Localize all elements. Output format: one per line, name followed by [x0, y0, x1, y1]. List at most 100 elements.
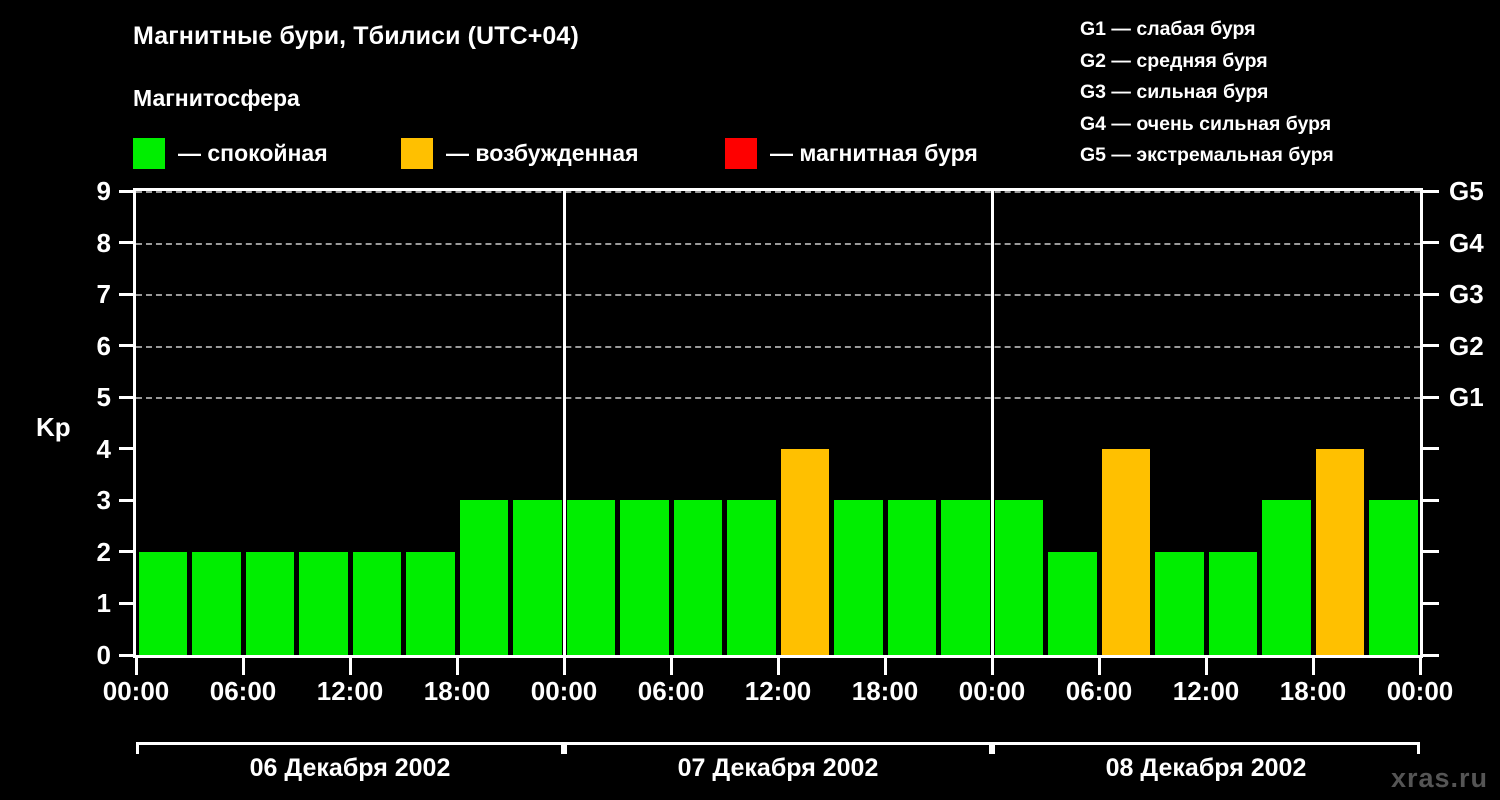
day-separator-2 — [990, 191, 994, 655]
bar — [1101, 448, 1150, 655]
bar — [834, 500, 883, 655]
x-tick-label-10: 12:00 — [1172, 676, 1240, 706]
legend-item-1: — возбужденная — [401, 135, 639, 171]
x-axis-line — [133, 655, 1423, 658]
bar — [673, 500, 722, 655]
g-axis-tick-0 — [1423, 653, 1439, 657]
red-square-icon — [725, 137, 757, 169]
day-separator-1 — [562, 191, 566, 655]
x-tick-label-6: 12:00 — [744, 676, 812, 706]
g-axis-tick-7 — [1423, 292, 1439, 296]
gridline-kp-6 — [136, 345, 1420, 348]
x-tick-mark-11 — [1311, 658, 1315, 675]
plot-frame — [133, 188, 1423, 655]
bar — [352, 551, 401, 655]
bar — [192, 551, 241, 655]
gridline-kp-7 — [136, 294, 1420, 297]
g-scale-row-3: G3 — сильная буря — [1080, 81, 1269, 103]
page-title: Магнитные бури, Тбилиси (UTC+04) — [133, 22, 579, 50]
green-square-icon — [133, 137, 165, 169]
x-tick-label-4: 00:00 — [530, 676, 598, 706]
bar — [1208, 551, 1257, 655]
day-brackets — [133, 742, 1423, 756]
y-tick-label-0: 0 — [96, 640, 111, 670]
x-tick-label-11: 18:00 — [1279, 676, 1347, 706]
y-tick-mark-7 — [119, 292, 133, 296]
x-tick-mark-7 — [883, 658, 887, 675]
y-tick-mark-0 — [119, 653, 133, 657]
g-axis-tick-4 — [1423, 447, 1439, 451]
g-axis-tick-8 — [1423, 241, 1439, 245]
y-tick-label-6: 6 — [96, 330, 111, 361]
bar — [1262, 500, 1311, 655]
x-tick-mark-8 — [990, 658, 994, 675]
g-axis-tick-2 — [1423, 550, 1439, 554]
x-tick-mark-5 — [669, 658, 673, 675]
legend-item-0: — спокойная — [133, 135, 328, 171]
g-scale-row-5: G5 — экстремальная буря — [1080, 144, 1334, 166]
bar — [1315, 448, 1364, 655]
g-axis-tick-9 — [1423, 189, 1439, 193]
legend-item-label: — возбужденная — [446, 139, 639, 166]
g-scale-row-1: G1 — слабая буря — [1080, 18, 1256, 40]
bar — [138, 551, 187, 655]
y-axis: 0 1 2 3 4 5 6 7 8 9 — [60, 0, 133, 800]
bar — [513, 500, 562, 655]
bar — [941, 500, 990, 655]
x-tick-label-7: 18:00 — [851, 676, 919, 706]
y-tick-label-4: 4 — [96, 433, 111, 464]
legend-item-label: — спокойная — [178, 139, 328, 166]
bar — [566, 500, 615, 655]
g-tick-label-G4: G4 — [1449, 227, 1484, 258]
y-tick-label-2: 2 — [96, 536, 111, 567]
x-tick-label-3: 18:00 — [423, 676, 491, 706]
g-axis-tick-6 — [1423, 344, 1439, 348]
y-tick-label-7: 7 — [96, 279, 111, 310]
g-axis-tick-3 — [1423, 498, 1439, 502]
y-tick-label-3: 3 — [96, 485, 111, 516]
bar — [1369, 500, 1418, 655]
g-axis-tick-5 — [1423, 395, 1439, 399]
x-tick-label-1: 06:00 — [209, 676, 277, 706]
magnetosphere-section-label: Магнитосфера — [133, 85, 300, 111]
plot-area — [136, 191, 1420, 655]
day-label-3: 08 Декабря 2002 — [1105, 754, 1307, 782]
x-tick-mark-10 — [1204, 658, 1208, 675]
bar — [727, 500, 776, 655]
x-tick-mark-1 — [241, 658, 245, 675]
y-tick-mark-3 — [119, 498, 133, 502]
g-axis: G1 G2 G3 G4 G5 — [1423, 0, 1500, 800]
x-tick-mark-3 — [455, 658, 459, 675]
bar — [994, 500, 1043, 655]
bar — [1048, 551, 1097, 655]
x-tick-mark-12 — [1418, 658, 1422, 675]
y-tick-mark-6 — [119, 344, 133, 348]
y-tick-label-1: 1 — [96, 588, 111, 619]
day-label-2: 07 Декабря 2002 — [677, 754, 879, 782]
y-tick-label-9: 9 — [96, 176, 111, 206]
g-scale-legend: G1 — слабая буря G2 — средняя буря G3 — си… — [1080, 14, 1500, 172]
y-tick-label-5: 5 — [96, 382, 111, 413]
y-tick-label-8: 8 — [96, 227, 111, 258]
g-tick-label-G5: G5 — [1449, 176, 1484, 206]
bar — [887, 500, 936, 655]
x-axis: 00:00 06:00 12:00 18:00 00:00 06:00 12:00 18:00… — [0, 658, 1500, 728]
x-tick-label-0: 00:00 — [102, 676, 170, 706]
bar — [245, 551, 294, 655]
g-tick-label-G1: G1 — [1449, 382, 1484, 413]
watermark: xras.ru — [1390, 763, 1488, 793]
y-tick-mark-2 — [119, 550, 133, 554]
g-tick-label-G3: G3 — [1449, 279, 1484, 310]
magnetosphere-legend: — спокойная — возбужденная — магнитная бур… — [133, 135, 1033, 171]
bar — [459, 500, 508, 655]
gridline-kp-9 — [136, 191, 1420, 193]
day-label-1: 06 Декабря 2002 — [249, 754, 451, 782]
gridline-kp-5 — [136, 397, 1420, 400]
y-tick-mark-8 — [119, 241, 133, 245]
g-scale-row-2: G2 — средняя буря — [1080, 49, 1268, 72]
day-bracket-1 — [136, 742, 564, 754]
x-tick-label-9: 06:00 — [1065, 676, 1133, 706]
bar — [406, 551, 455, 655]
g-axis-tick-1 — [1423, 601, 1439, 605]
